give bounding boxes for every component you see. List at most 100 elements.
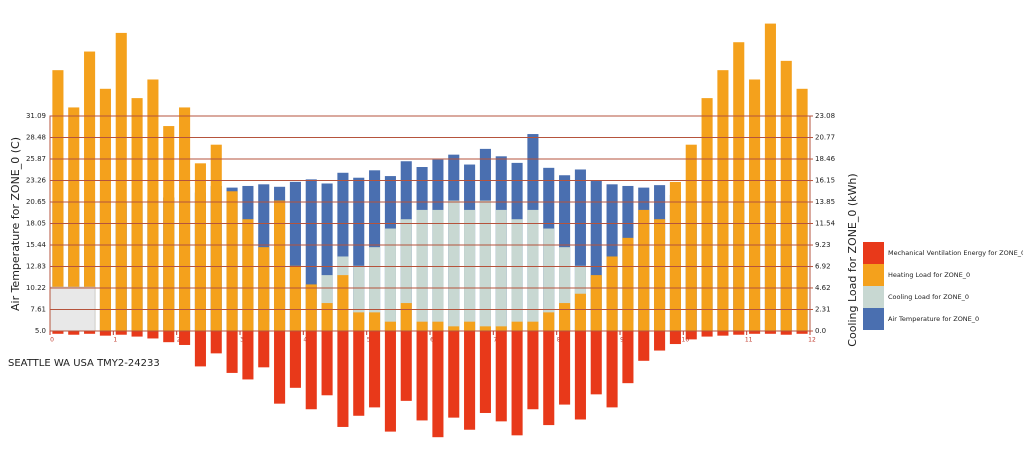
bar (369, 331, 381, 408)
y-tick-label: 28.48 (26, 134, 46, 142)
bar (99, 88, 111, 332)
x-tick-label: 10 (682, 337, 690, 344)
bar (210, 331, 222, 354)
bar (590, 331, 602, 395)
y2-tick-label: 20.77 (815, 134, 835, 142)
bar (654, 219, 666, 331)
bar (384, 228, 396, 331)
legend-swatch (863, 242, 884, 264)
bar (400, 219, 412, 331)
bar (274, 331, 286, 404)
bar (780, 60, 792, 331)
bar (337, 172, 349, 331)
y-axis-label: Air Temperature for ZONE_0 (C) (9, 137, 22, 311)
y-tick-label: 31.09 (26, 112, 46, 120)
bar (432, 209, 444, 331)
bar (590, 275, 602, 331)
bar (717, 331, 729, 336)
bar (226, 191, 238, 331)
bar (194, 331, 206, 367)
x-tick-label: 12 (808, 337, 816, 344)
bar (226, 331, 238, 373)
bar (258, 331, 270, 368)
bar (289, 181, 301, 331)
x-tick-label: 2 (177, 337, 181, 344)
bar (321, 303, 333, 331)
bar (305, 284, 317, 331)
y2-tick-label: 23.08 (815, 112, 835, 120)
legend-label: Mechanical Ventilation Energy for ZONE_0 (888, 249, 1023, 257)
bar (479, 200, 491, 331)
x-tick-label: 3 (240, 337, 244, 344)
legend-swatch (863, 286, 884, 308)
legend-label: Air Temperature for ZONE_0 (888, 315, 979, 323)
x-tick-label: 7 (493, 337, 497, 344)
bar (147, 331, 159, 339)
x-tick-label: 11 (745, 337, 753, 344)
bar (115, 331, 127, 335)
bar (337, 275, 349, 331)
bar (384, 321, 396, 331)
bar (464, 321, 476, 331)
bar (574, 169, 586, 331)
bar (52, 70, 64, 331)
y2-tick-label: 4.62 (815, 284, 831, 292)
bar (638, 331, 650, 361)
bar (131, 98, 143, 332)
bar (258, 247, 270, 331)
annotation: SEATTLE WA USA TMY2-24233 (8, 358, 160, 369)
bar (638, 209, 650, 331)
bar (337, 331, 349, 427)
bar (179, 331, 191, 345)
bar (448, 326, 460, 331)
y-tick-label: 25.87 (26, 155, 46, 163)
bar (559, 331, 571, 405)
bar (685, 144, 697, 331)
bar (147, 79, 159, 331)
bar (353, 177, 365, 331)
bar (242, 331, 254, 380)
bar (733, 42, 745, 332)
y-tick-label: 5.0 (35, 327, 46, 335)
y2-tick-label: 6.92 (815, 263, 831, 271)
bar (68, 107, 80, 331)
bar (369, 312, 381, 331)
bar (749, 79, 761, 331)
bar (622, 331, 634, 384)
x-tick-label: 4 (303, 337, 307, 344)
legend-swatch (863, 308, 884, 330)
bar (717, 70, 729, 331)
bar (384, 331, 396, 432)
x-tick-label: 1 (113, 337, 117, 344)
bar (416, 209, 428, 331)
bar (796, 331, 808, 334)
y-tick-label: 15.44 (26, 241, 47, 249)
bar (669, 331, 681, 345)
bar (289, 331, 301, 388)
bar (210, 144, 222, 331)
bar (495, 209, 507, 331)
bar (131, 331, 143, 337)
bar (543, 228, 555, 331)
y-tick-label: 18.05 (26, 219, 46, 227)
bar (574, 331, 586, 420)
bar (701, 331, 713, 337)
bar (305, 331, 317, 410)
y-tick-label: 10.22 (26, 284, 46, 292)
x-tick-label: 0 (50, 337, 54, 344)
bar (606, 256, 618, 331)
bar (163, 126, 175, 331)
bar (321, 331, 333, 396)
y-tick-label: 7.61 (30, 305, 46, 313)
bar (194, 163, 206, 331)
bar (527, 331, 539, 410)
bar (68, 331, 80, 335)
bar (416, 321, 428, 331)
y2-tick-label: 18.46 (815, 155, 836, 163)
bar (479, 331, 491, 413)
bar (353, 265, 365, 331)
legend-label: Cooling Load for ZONE_0 (888, 293, 969, 301)
bar (448, 331, 460, 418)
bar (84, 51, 96, 331)
